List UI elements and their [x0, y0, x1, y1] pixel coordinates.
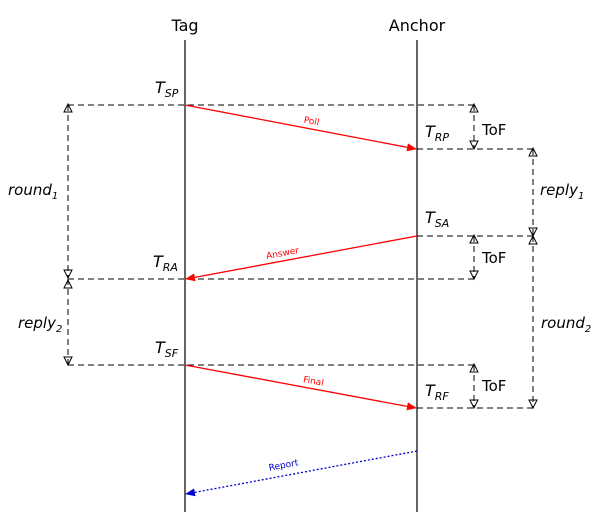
- interval-arrowheads: [63, 102, 538, 410]
- tsp-label: TSP: [155, 78, 179, 100]
- reply2-label: reply2: [18, 314, 62, 335]
- final-label: Final: [302, 375, 324, 389]
- tof-label-2: ToF: [481, 249, 506, 267]
- round1-label: round1: [8, 181, 58, 202]
- tag-label: Tag: [170, 16, 198, 35]
- poll-arrow: [184, 104, 417, 152]
- trp-label: TRP: [425, 122, 449, 144]
- tof-label-1: ToF: [481, 121, 506, 139]
- report-arrow: [185, 450, 418, 497]
- tsa-label: TSA: [425, 208, 449, 230]
- anchor-label: Anchor: [389, 16, 446, 35]
- final-arrow: [184, 364, 417, 411]
- reply1-label: reply1: [540, 181, 584, 202]
- trf-label: TRF: [425, 381, 449, 403]
- answer-arrow: [185, 235, 418, 282]
- report-label: Report: [268, 458, 300, 473]
- tof-label-3: ToF: [481, 377, 506, 395]
- answer-label: Answer: [265, 246, 300, 262]
- poll-label: Poll: [303, 116, 320, 129]
- tra-label: TRA: [153, 252, 178, 274]
- tsf-label: TSF: [155, 338, 179, 360]
- round2-label: round2: [541, 314, 591, 335]
